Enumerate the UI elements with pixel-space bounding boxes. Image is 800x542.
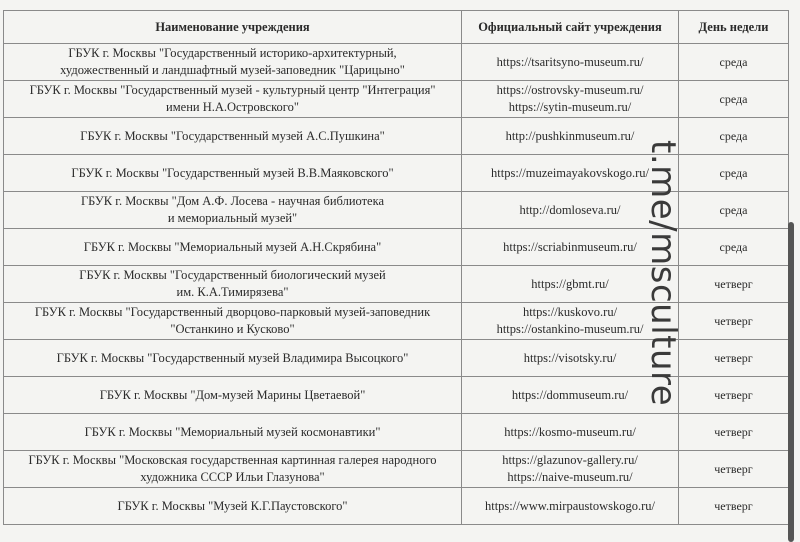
header-name: Наименование учреждения: [3, 10, 462, 44]
name-line: ГБУК г. Москвы "Музей К.Г.Паустовского": [117, 498, 348, 513]
weekday-cell: четверг: [678, 376, 789, 414]
site-link[interactable]: https://gbmt.ru/: [531, 276, 609, 291]
institution-name-cell: ГБУК г. Москвы "Государственный музей В.…: [3, 154, 462, 192]
museums-table: Наименование учреждения Официальный сайт…: [3, 10, 789, 525]
name-line: ГБУК г. Москвы "Государственный историко…: [68, 46, 397, 60]
weekday-cell: четверг: [678, 413, 789, 451]
name-line: ГБУК г. Москвы "Дом-музей Марины Цветаев…: [99, 387, 366, 402]
weekday-cell: четверг: [678, 339, 789, 377]
name-line: ГБУК г. Москвы "Московская государственн…: [28, 453, 437, 467]
website-cell: https://visotsky.ru/: [461, 339, 679, 377]
name-line: ГБУК г. Москвы "Государственный биологич…: [79, 268, 386, 282]
name-line: им. К.А.Тимирязева": [176, 285, 289, 299]
name-line: ГБУК г. Москвы "Государственный дворцово…: [34, 305, 431, 319]
weekday-cell: четверг: [678, 265, 789, 303]
name-line: ГБУК г. Москвы "Государственный музей В.…: [71, 165, 394, 180]
website-cell: https://tsaritsyno-museum.ru/: [461, 43, 679, 81]
institution-name-cell: ГБУК г. Москвы "Московская государственн…: [3, 450, 462, 488]
institution-name-cell: ГБУК г. Москвы "Дом А.Ф. Лосева - научна…: [3, 191, 462, 229]
weekday-cell: четверг: [678, 450, 789, 488]
website-cell: https://dommuseum.ru/: [461, 376, 679, 414]
site-link[interactable]: https://dommuseum.ru/: [511, 387, 629, 402]
site-link[interactable]: https://visotsky.ru/: [523, 350, 617, 365]
site-link[interactable]: http://domloseva.ru/: [519, 202, 621, 217]
table-row: ГБУК г. Москвы "Государственный музей Вл…: [3, 339, 789, 377]
website-cell: https://www.mirpaustowskogo.ru/: [461, 487, 679, 525]
header-site: Официальный сайт учреждения: [461, 10, 679, 44]
site-link[interactable]: https://muzeimayakovskogo.ru/: [491, 165, 649, 180]
institution-name-cell: ГБУК г. Москвы "Государственный музей Вл…: [3, 339, 462, 377]
site-link[interactable]: https://kuskovo.ru/: [522, 305, 618, 319]
weekday-cell: среда: [678, 154, 789, 192]
site-link[interactable]: https://glazunov-gallery.ru/: [502, 453, 638, 467]
weekday-cell: среда: [678, 43, 789, 81]
weekday-cell: среда: [678, 80, 789, 118]
website-cell: https://kuskovo.ru/https://ostankino-mus…: [461, 302, 679, 340]
name-line: ГБУК г. Москвы "Государственный музей - …: [29, 83, 436, 97]
table-row: ГБУК г. Москвы "Московская государственн…: [3, 450, 789, 488]
institution-name-cell: ГБУК г. Москвы "Государственный музей - …: [3, 80, 462, 118]
table-row: ГБУК г. Москвы "Государственный историко…: [3, 43, 789, 81]
watermark: t.me/msculture: [643, 140, 683, 407]
name-line: "Останкино и Кусково": [170, 322, 295, 336]
institution-name-cell: ГБУК г. Москвы "Государственный историко…: [3, 43, 462, 81]
website-cell: https://ostrovsky-museum.ru/https://syti…: [461, 80, 679, 118]
institution-name-cell: ГБУК г. Москвы "Государственный биологич…: [3, 265, 462, 303]
name-line: имени Н.А.Островского": [166, 100, 299, 114]
site-link[interactable]: https://naive-museum.ru/: [507, 470, 633, 484]
weekday-cell: среда: [678, 191, 789, 229]
table-row: ГБУК г. Москвы "Государственный музей - …: [3, 80, 789, 118]
site-link[interactable]: https://tsaritsyno-museum.ru/: [496, 54, 644, 69]
site-link[interactable]: https://www.mirpaustowskogo.ru/: [484, 498, 656, 513]
name-line: ГБУК г. Москвы "Государственный музей А.…: [80, 128, 385, 143]
weekday-cell: среда: [678, 117, 789, 155]
institution-name-cell: ГБУК г. Москвы "Государственный дворцово…: [3, 302, 462, 340]
weekday-cell: четверг: [678, 302, 789, 340]
table-row: ГБУК г. Москвы "Государственный биологич…: [3, 265, 789, 303]
site-link[interactable]: http://pushkinmuseum.ru/: [505, 128, 635, 143]
scrollbar[interactable]: [788, 222, 794, 542]
weekday-cell: четверг: [678, 487, 789, 525]
site-link[interactable]: https://ostrovsky-museum.ru/: [496, 83, 644, 97]
institution-name-cell: ГБУК г. Москвы "Государственный музей А.…: [3, 117, 462, 155]
table-row: ГБУК г. Москвы "Государственный дворцово…: [3, 302, 789, 340]
website-cell: https://scriabinmuseum.ru/: [461, 228, 679, 266]
name-line: художественный и ландшафтный музей-запов…: [60, 63, 405, 77]
website-cell: https://kosmo-museum.ru/: [461, 413, 679, 451]
table-row: ГБУК г. Москвы "Мемориальный музей А.Н.С…: [3, 228, 789, 266]
institution-name-cell: ГБУК г. Москвы "Дом-музей Марины Цветаев…: [3, 376, 462, 414]
site-link[interactable]: https://sytin-museum.ru/: [508, 100, 632, 114]
header-day: День недели: [678, 10, 789, 44]
name-line: ГБУК г. Москвы "Дом А.Ф. Лосева - научна…: [80, 194, 385, 208]
site-link[interactable]: https://ostankino-museum.ru/: [496, 322, 644, 336]
table-row: ГБУК г. Москвы "Государственный музей А.…: [3, 117, 789, 155]
site-link[interactable]: https://scriabinmuseum.ru/: [503, 239, 637, 254]
name-line: ГБУК г. Москвы "Государственный музей Вл…: [56, 350, 409, 365]
name-line: ГБУК г. Москвы "Мемориальный музей А.Н.С…: [83, 239, 382, 254]
name-line: и мемориальный музей": [167, 211, 298, 225]
table-row: ГБУК г. Москвы "Государственный музей В.…: [3, 154, 789, 192]
table-row: ГБУК г. Москвы "Дом-музей Марины Цветаев…: [3, 376, 789, 414]
institution-name-cell: ГБУК г. Москвы "Мемориальный музей космо…: [3, 413, 462, 451]
table-row: ГБУК г. Москвы "Мемориальный музей космо…: [3, 413, 789, 451]
institution-name-cell: ГБУК г. Москвы "Мемориальный музей А.Н.С…: [3, 228, 462, 266]
weekday-cell: среда: [678, 228, 789, 266]
header-row: Наименование учреждения Официальный сайт…: [3, 10, 789, 44]
name-line: ГБУК г. Москвы "Мемориальный музей космо…: [84, 424, 381, 439]
website-cell: http://pushkinmuseum.ru/: [461, 117, 679, 155]
site-link[interactable]: https://kosmo-museum.ru/: [504, 424, 636, 439]
table-row: ГБУК г. Москвы "Музей К.Г.Паустовского" h…: [3, 487, 789, 525]
website-cell: https://glazunov-gallery.ru/https://naiv…: [461, 450, 679, 488]
table-row: ГБУК г. Москвы "Дом А.Ф. Лосева - научна…: [3, 191, 789, 229]
name-line: художника СССР Ильи Глазунова": [140, 470, 325, 484]
institution-name-cell: ГБУК г. Москвы "Музей К.Г.Паустовского": [3, 487, 462, 525]
